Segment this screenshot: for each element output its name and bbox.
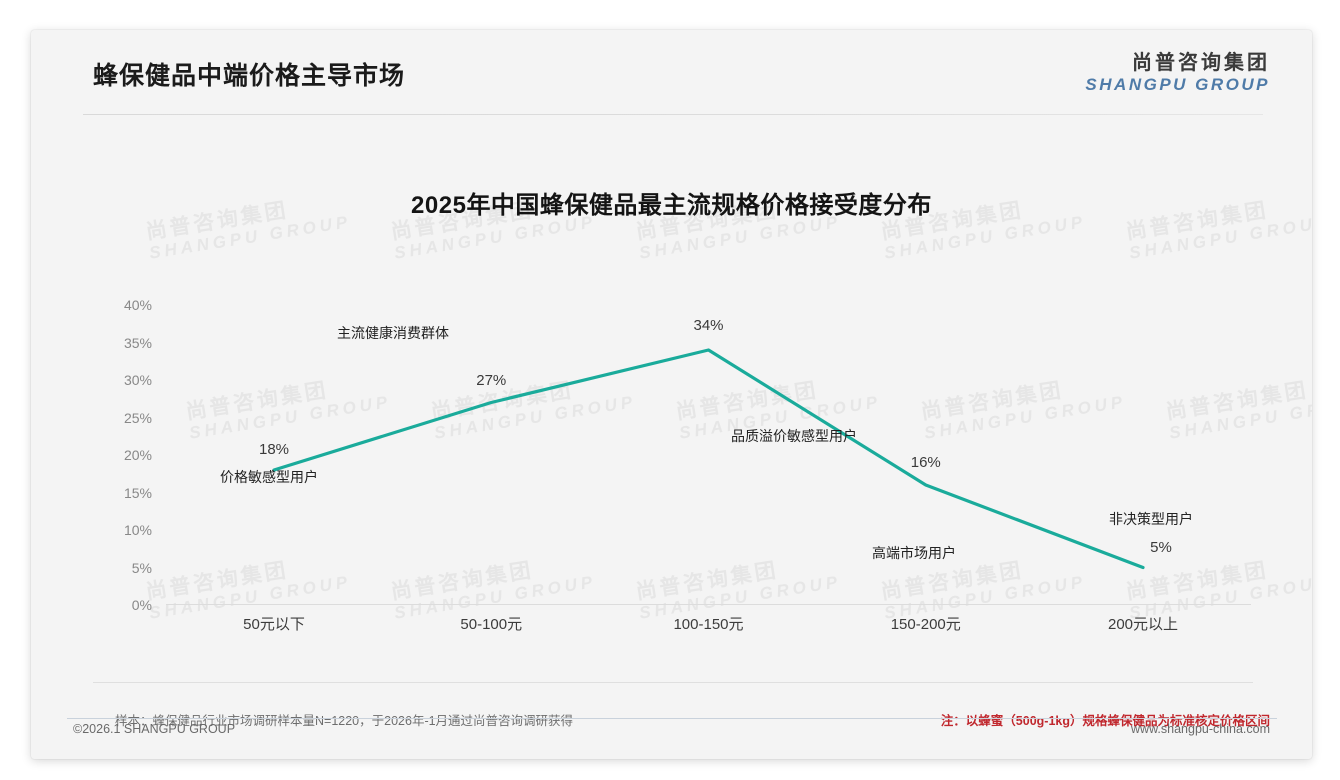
chart-annotation: 价格敏感型用户: [220, 469, 318, 485]
y-axis-tick-label: 30%: [123, 372, 152, 388]
x-axis-tick-label: 150-200元: [890, 616, 961, 633]
sample-footnote: 样本：蜂保健品行业市场调研样本量N=1220，于2026年-1月通过尚普咨询调研…: [115, 714, 574, 728]
footnote-divider: [93, 682, 1253, 683]
x-axis-line: [166, 604, 1251, 605]
chart-title: 2025年中国蜂保健品最主流规格价格接受度分布: [411, 192, 932, 219]
y-axis-tick-label: 5%: [131, 559, 152, 576]
page-title: 蜂保健品中端价格主导市场: [93, 62, 406, 90]
logo-english-text: SHANGPU GROUP: [1085, 75, 1270, 94]
header-divider: [83, 114, 1263, 115]
data-point-label: 27%: [476, 371, 507, 389]
line-series-path: [272, 348, 1145, 570]
chart-container: 0% 5% 10% 15% 20% 25% 30% 35% 40% 50元以下 50-100元 100…: [31, 30, 1312, 759]
y-axis-tick-label: 40%: [123, 297, 152, 313]
y-axis-tick-label: 15%: [123, 484, 152, 501]
data-point-label: 16%: [910, 454, 941, 471]
x-axis-tick-label: 100-150元: [673, 616, 744, 633]
chart-annotation: 非决策型用户: [1109, 511, 1193, 527]
chart-annotation: 品质溢价敏感型用户: [731, 428, 857, 444]
data-point-label: 18%: [258, 441, 290, 458]
note-footnote: 注：以蜂蜜（500g-1kg）规格蜂保健品为标准核定价格区间: [940, 714, 1270, 728]
y-axis-tick-label: 20%: [123, 447, 152, 463]
x-axis-tick-label: 50-100元: [460, 616, 523, 633]
y-axis-tick-label: 0%: [131, 597, 152, 613]
slide-header: 蜂保健品中端价格主导市场 尚普咨询集团 SHANGPU GROUP: [31, 30, 1312, 118]
x-axis-tick-label: 200元以上: [1107, 616, 1179, 633]
data-point-label: 5%: [1150, 538, 1172, 556]
footer-divider: [67, 718, 1277, 719]
logo-chinese-text: 尚普咨询集团: [1132, 52, 1270, 74]
slide-canvas: 尚普咨询集团 SHANGPU GROUP 尚普咨询集团 SHANGPU GROUP 尚普…: [31, 30, 1312, 759]
brand-logo: 尚普咨询集团 SHANGPU GROUP: [1085, 52, 1270, 95]
chart-plot-area: 0% 5% 10% 15% 20% 25% 30% 35% 40% 50元以下 50-100元 100…: [124, 297, 1251, 633]
x-axis-tick-label: 50元以下: [243, 616, 305, 633]
y-axis-tick-label: 35%: [123, 334, 152, 351]
copyright-text: ©2026.1 SHANGPU GROUP: [73, 722, 236, 736]
line-series-svg: [272, 348, 1145, 570]
y-axis-tick-label: 25%: [123, 409, 152, 426]
website-link[interactable]: www.shangpu-china.com: [1131, 722, 1270, 736]
y-axis-tick-label: 10%: [123, 522, 152, 538]
data-point-label: 34%: [693, 317, 724, 334]
slide-footer: ©2026.1 SHANGPU GROUP www.shangpu-china.…: [31, 713, 1312, 759]
chart-annotation: 高端市场用户: [872, 545, 956, 561]
chart-annotation: 主流健康消费群体: [337, 325, 449, 341]
